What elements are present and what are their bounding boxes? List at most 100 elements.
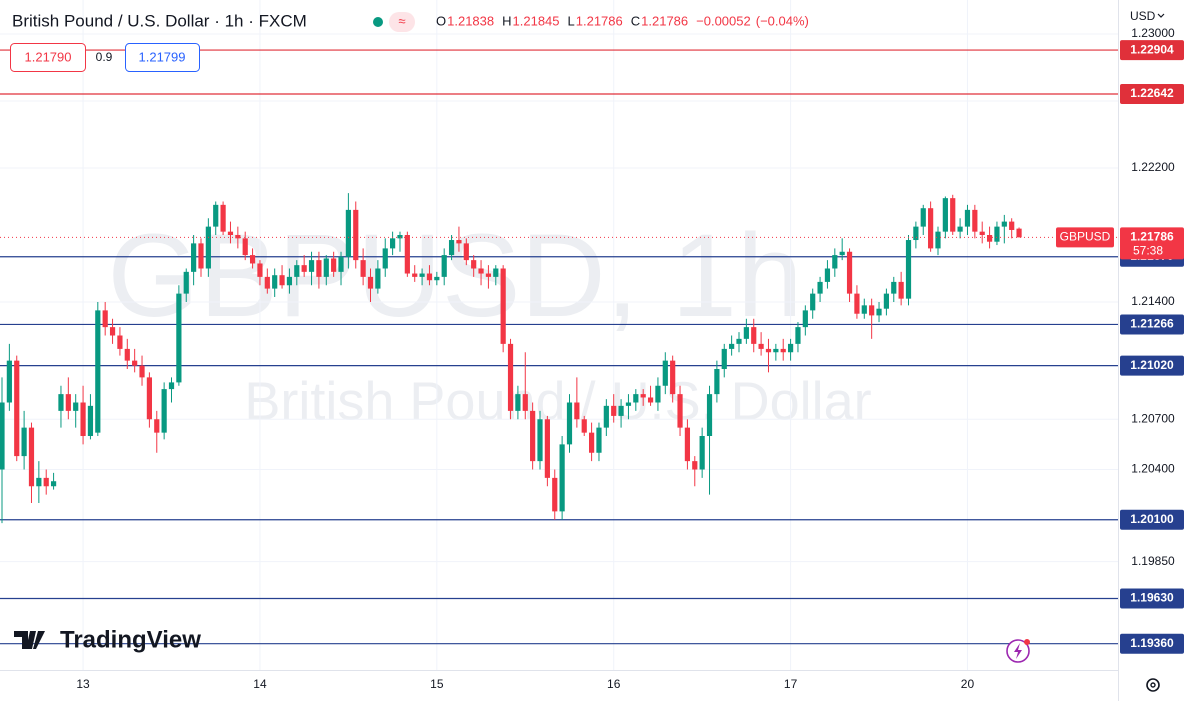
x-tick-label: 14	[253, 677, 267, 691]
candle-body	[824, 268, 831, 282]
candle-body	[802, 310, 808, 328]
settings-gear[interactable]	[1146, 678, 1160, 692]
y-tick-label: 1.20400	[1131, 462, 1175, 476]
candle-body	[493, 268, 499, 277]
candle-body	[338, 256, 344, 272]
candle-body	[633, 394, 639, 403]
level-label-box	[1120, 40, 1184, 61]
level-label-box	[1120, 83, 1184, 104]
candle-body	[979, 231, 985, 236]
data-status	[389, 12, 415, 32]
candle-body	[478, 268, 484, 274]
candle-body	[367, 276, 374, 289]
candle-body	[227, 231, 234, 236]
candle-body	[854, 293, 860, 314]
candle-body	[596, 427, 602, 453]
candle-body	[161, 389, 167, 433]
currency-caret[interactable]	[1157, 13, 1165, 18]
settings[interactable]	[1146, 678, 1160, 692]
candle-body	[603, 405, 609, 428]
level-label: 1.20100	[1130, 512, 1174, 526]
candle-body	[618, 405, 624, 416]
candle-body	[249, 255, 256, 264]
ohlc-value: 1.21786	[641, 13, 688, 28]
symbol-label-box	[1056, 227, 1114, 248]
level-label-box	[1120, 355, 1184, 376]
alert-dot	[1024, 639, 1030, 645]
buy-price[interactable]: 1.21799	[139, 49, 186, 64]
candle-body	[146, 377, 152, 420]
header: British Pound / U.S. Dollar · 1h · FXCM …	[12, 11, 809, 32]
candle-body	[50, 481, 57, 487]
candle-body	[220, 204, 226, 232]
candle-body	[301, 265, 307, 272]
candle-body	[500, 268, 506, 344]
x-tick-label: 17	[784, 677, 798, 691]
candle-body	[559, 444, 565, 512]
candle-body	[1009, 221, 1015, 230]
candle-body	[994, 226, 1000, 242]
currency[interactable]: USD	[1130, 9, 1156, 23]
candle-body	[891, 281, 897, 294]
last-price-box	[1120, 227, 1184, 260]
change: −0.00052	[696, 13, 751, 28]
candle-body	[986, 235, 993, 242]
candle-body	[404, 235, 410, 274]
change-percent: (−0.04%)	[756, 13, 809, 28]
candle-body	[714, 369, 720, 395]
candle-body	[581, 419, 587, 433]
data-status-icon: ≈	[398, 13, 405, 28]
candle-body	[242, 238, 248, 256]
candle-body	[662, 360, 668, 386]
candle-body	[589, 432, 595, 453]
candle-body	[817, 281, 823, 294]
candle-body	[286, 276, 293, 286]
candle-body	[964, 209, 971, 227]
candle-body	[655, 385, 661, 403]
x-tick-label: 20	[961, 677, 975, 691]
candle-body	[706, 394, 713, 437]
alert-icon[interactable]	[1006, 639, 1030, 663]
logo-mark	[14, 631, 45, 649]
x-tick-label: 13	[76, 677, 90, 691]
candle-body	[308, 260, 315, 272]
candle-body	[124, 348, 130, 361]
candle-body	[935, 231, 941, 249]
candle-body	[272, 275, 278, 289]
y-tick-label: 1.23000	[1131, 26, 1175, 40]
candle-body	[412, 273, 418, 277]
sell-price[interactable]: 1.21790	[25, 49, 72, 64]
candle-body	[684, 427, 691, 462]
symbol-title[interactable]: British Pound / U.S. Dollar · 1h · FXCM	[12, 11, 307, 30]
sell-button[interactable]	[10, 43, 86, 72]
level-label-box	[1120, 588, 1184, 609]
candle-body	[235, 235, 241, 239]
candle-body	[869, 305, 875, 316]
candle-body	[80, 402, 86, 437]
candle-body	[625, 402, 632, 406]
level-label: 1.21020	[1130, 358, 1174, 372]
candle-body	[773, 348, 779, 353]
time-axis: 13 14 15 16 17 20	[76, 677, 974, 691]
candle-body	[58, 394, 64, 411]
candle-body	[36, 477, 42, 487]
symbol-label: GBPUSD	[1060, 230, 1111, 244]
buy-button[interactable]	[125, 43, 200, 72]
candle-body	[426, 273, 433, 281]
candle-body	[434, 276, 440, 281]
candle-body	[14, 360, 20, 457]
candle-body	[456, 240, 462, 244]
candle-body	[787, 343, 794, 353]
last-price-label: 1.21786	[1130, 230, 1174, 244]
candle-body	[780, 348, 786, 353]
candle-body	[861, 305, 867, 314]
candle-body	[515, 394, 521, 411]
candle-body	[839, 251, 845, 256]
logo-text: TradingView	[60, 626, 201, 653]
spread: 0.9	[96, 50, 113, 64]
candle-body	[544, 419, 550, 478]
candle-body	[360, 260, 366, 277]
candle-body	[1001, 221, 1007, 227]
